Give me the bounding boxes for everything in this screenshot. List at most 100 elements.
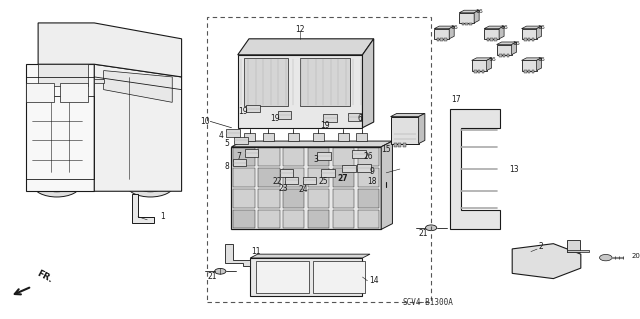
Polygon shape	[246, 105, 260, 113]
Text: 16: 16	[451, 25, 458, 30]
Bar	[436, 39, 439, 41]
Polygon shape	[390, 114, 425, 117]
Bar	[398, 143, 401, 147]
Text: 7: 7	[237, 152, 241, 161]
Text: 23: 23	[278, 184, 288, 193]
Circle shape	[339, 100, 348, 105]
Polygon shape	[381, 141, 392, 229]
Text: 8: 8	[224, 162, 228, 171]
Polygon shape	[472, 60, 486, 70]
Polygon shape	[536, 58, 541, 70]
Text: 10: 10	[200, 117, 210, 126]
Polygon shape	[259, 148, 280, 167]
Text: 14: 14	[369, 276, 378, 285]
Polygon shape	[278, 111, 291, 119]
Polygon shape	[244, 149, 259, 157]
Circle shape	[380, 176, 392, 182]
Bar	[461, 23, 464, 26]
Text: 16: 16	[538, 25, 545, 30]
Bar	[403, 143, 406, 147]
Polygon shape	[308, 148, 330, 167]
Polygon shape	[250, 254, 370, 258]
Text: 9: 9	[370, 167, 375, 176]
Bar	[207, 17, 431, 302]
Polygon shape	[511, 42, 516, 55]
Text: 1: 1	[160, 212, 164, 221]
Polygon shape	[522, 29, 536, 39]
Text: 16: 16	[488, 57, 495, 62]
Polygon shape	[284, 148, 305, 167]
Polygon shape	[472, 58, 492, 60]
Polygon shape	[257, 261, 309, 293]
Circle shape	[127, 173, 174, 197]
Polygon shape	[250, 258, 362, 296]
Text: 19: 19	[320, 121, 330, 130]
Text: 21: 21	[208, 271, 218, 281]
Text: 17: 17	[451, 95, 461, 104]
Polygon shape	[434, 26, 454, 29]
Text: 2: 2	[538, 242, 543, 251]
Bar	[482, 70, 484, 73]
Text: 6: 6	[358, 114, 362, 123]
Text: 19: 19	[237, 108, 247, 116]
Polygon shape	[333, 210, 355, 228]
Text: 13: 13	[509, 165, 518, 174]
Polygon shape	[358, 189, 380, 208]
Polygon shape	[303, 177, 316, 184]
Polygon shape	[232, 141, 392, 147]
Circle shape	[33, 173, 81, 197]
Bar	[469, 23, 472, 26]
Polygon shape	[280, 169, 293, 177]
Polygon shape	[259, 168, 280, 187]
Polygon shape	[234, 210, 255, 228]
Polygon shape	[333, 148, 355, 167]
Polygon shape	[321, 169, 335, 177]
Polygon shape	[226, 129, 239, 137]
Polygon shape	[284, 210, 305, 228]
Polygon shape	[38, 23, 182, 77]
Polygon shape	[234, 137, 248, 144]
Polygon shape	[38, 64, 88, 86]
Bar	[532, 39, 534, 41]
Polygon shape	[450, 109, 500, 229]
Polygon shape	[512, 244, 581, 278]
Text: 4: 4	[219, 131, 224, 140]
Text: 24: 24	[299, 185, 308, 194]
Polygon shape	[459, 10, 479, 13]
Bar	[524, 70, 527, 73]
Polygon shape	[358, 210, 380, 228]
Bar	[507, 54, 509, 57]
Bar	[528, 70, 531, 73]
Polygon shape	[312, 261, 365, 293]
Polygon shape	[390, 117, 419, 144]
Bar	[444, 39, 447, 41]
Polygon shape	[233, 159, 246, 167]
Bar	[394, 143, 397, 147]
Polygon shape	[237, 39, 374, 55]
Circle shape	[137, 178, 164, 192]
Bar	[494, 39, 497, 41]
Polygon shape	[522, 58, 541, 60]
Polygon shape	[285, 177, 298, 184]
Polygon shape	[358, 148, 380, 167]
Polygon shape	[497, 42, 516, 45]
Polygon shape	[474, 10, 479, 23]
Polygon shape	[362, 39, 374, 128]
Polygon shape	[308, 210, 330, 228]
Text: 22: 22	[273, 177, 282, 186]
Polygon shape	[308, 168, 330, 187]
Bar	[244, 133, 255, 141]
Bar	[465, 23, 468, 26]
Polygon shape	[104, 70, 172, 102]
Bar	[490, 39, 493, 41]
Circle shape	[239, 100, 248, 105]
Polygon shape	[522, 60, 536, 70]
Circle shape	[600, 255, 612, 261]
Bar	[567, 240, 580, 252]
Bar	[524, 39, 527, 41]
Polygon shape	[348, 113, 361, 121]
Polygon shape	[284, 189, 305, 208]
Polygon shape	[308, 189, 330, 208]
Polygon shape	[434, 29, 449, 39]
Polygon shape	[333, 168, 355, 187]
